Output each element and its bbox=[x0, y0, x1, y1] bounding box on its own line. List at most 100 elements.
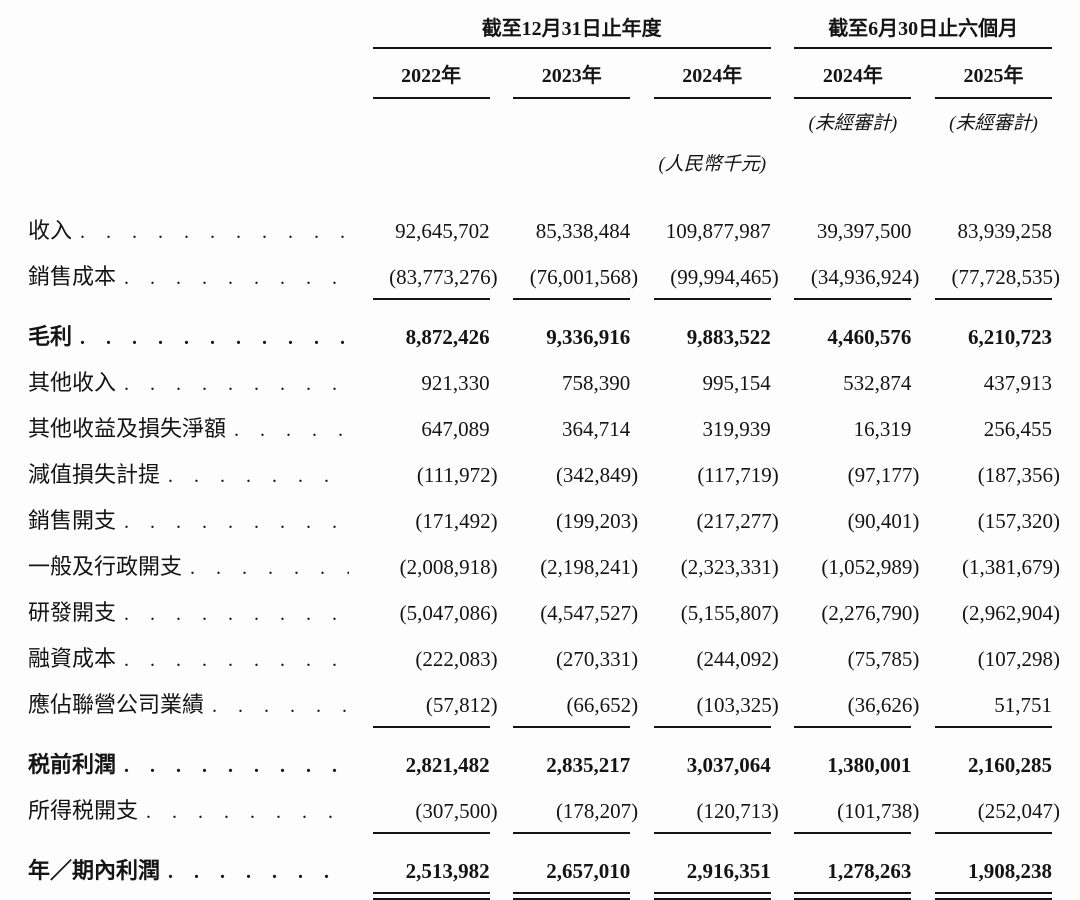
row-label: 銷售開支 bbox=[28, 508, 117, 533]
single-rule bbox=[934, 298, 1052, 300]
value: (171,492) bbox=[415, 509, 498, 533]
value-cell: 9,883,522 bbox=[630, 323, 771, 351]
value: (57,812) bbox=[425, 693, 498, 717]
value-cell: (4,547,527) bbox=[490, 599, 638, 627]
value: 2,160,285 bbox=[967, 753, 1052, 777]
value: (34,936,924) bbox=[810, 265, 920, 289]
value: 92,645,702 bbox=[395, 219, 490, 243]
value-cell: 319,939 bbox=[630, 415, 771, 443]
value-cell: 647,089 bbox=[349, 415, 489, 443]
row-label-cell: 研發開支 . . . . . . . . . . . . . . . . . . … bbox=[28, 599, 349, 628]
double-rule bbox=[513, 892, 631, 900]
row-label: 其他收入 bbox=[28, 370, 117, 395]
value-cell: (222,083) bbox=[349, 645, 497, 673]
value-cell: (2,008,918) bbox=[349, 553, 498, 581]
single-rule bbox=[794, 298, 912, 300]
value-cell: (103,325) bbox=[630, 691, 779, 728]
value-cell: 364,714 bbox=[490, 415, 630, 443]
group-interim-title: 截至6月30日止六個月 bbox=[794, 12, 1052, 49]
value-cell: (2,198,241) bbox=[490, 553, 638, 581]
value: 319,939 bbox=[702, 417, 771, 441]
value: (97,177) bbox=[847, 463, 920, 487]
value-cell: 39,397,500 bbox=[771, 217, 912, 245]
value-cell: 3,037,064 bbox=[630, 751, 771, 779]
value: (5,155,807) bbox=[680, 601, 779, 625]
single-rule bbox=[934, 832, 1052, 834]
single-rule bbox=[513, 726, 631, 728]
value: (244,092) bbox=[696, 647, 779, 671]
value: 995,154 bbox=[702, 371, 771, 395]
dot-leader: . . . . . . . . . . . . . . . . . . . . … bbox=[124, 603, 349, 625]
value: (199,203) bbox=[555, 509, 639, 533]
value: (77,728,535) bbox=[951, 265, 1060, 289]
value: 8,872,426 bbox=[405, 325, 490, 349]
value: 83,939,258 bbox=[957, 219, 1052, 243]
row-label: 一般及行政開支 bbox=[28, 554, 183, 579]
value: (5,047,086) bbox=[399, 601, 498, 625]
value-cell: (107,298) bbox=[911, 645, 1060, 673]
value-cell: (111,972) bbox=[349, 461, 498, 489]
value: 2,835,217 bbox=[546, 753, 631, 777]
year-2023: 2023年 bbox=[513, 59, 631, 99]
dot-leader: . . . . . . . . . . . . . . . . . . . . … bbox=[234, 419, 349, 441]
value-cell: (244,092) bbox=[630, 645, 779, 673]
table-row: 收入 . . . . . . . . . . . . . . . . . . . … bbox=[28, 217, 1052, 246]
value: (75,785) bbox=[847, 647, 920, 671]
value-cell: (307,500) bbox=[349, 797, 498, 834]
row-label: 年／期內利潤 bbox=[28, 858, 161, 883]
unaudited-note: (未經審計) bbox=[949, 113, 1038, 134]
double-rule bbox=[934, 892, 1052, 900]
value: 1,908,238 bbox=[967, 859, 1052, 883]
single-rule bbox=[372, 832, 490, 834]
table-row: 一般及行政開支 . . . . . . . . . . . . . . . . .… bbox=[28, 553, 1060, 582]
row-label-cell: 年／期內利潤 . . . . . . . . . . . . . . . . . … bbox=[28, 857, 349, 886]
value-cell: 995,154 bbox=[630, 369, 771, 397]
value-cell: 921,330 bbox=[349, 369, 489, 397]
value: (342,849) bbox=[555, 463, 639, 487]
table-row: 年／期內利潤 . . . . . . . . . . . . . . . . . … bbox=[28, 857, 1052, 900]
value-cell: (252,047) bbox=[911, 797, 1060, 834]
value-cell: (101,738) bbox=[771, 797, 919, 834]
value-cell: (2,962,904) bbox=[911, 599, 1060, 627]
value: 2,821,482 bbox=[405, 753, 490, 777]
value-cell: 85,338,484 bbox=[490, 217, 631, 245]
value-cell: (57,812) bbox=[349, 691, 498, 728]
value: 9,883,522 bbox=[686, 325, 771, 349]
value: (2,198,241) bbox=[540, 555, 639, 579]
dot-leader: . . . . . . . . . . . . . . . . . . . . … bbox=[124, 267, 349, 289]
value-cell: (270,331) bbox=[490, 645, 638, 673]
value: (307,500) bbox=[415, 799, 498, 823]
value-cell: 109,877,987 bbox=[630, 217, 771, 245]
value: (2,323,331) bbox=[680, 555, 779, 579]
double-rule bbox=[372, 892, 490, 900]
single-rule bbox=[653, 726, 771, 728]
value: (2,008,918) bbox=[399, 555, 498, 579]
value: (1,052,989) bbox=[821, 555, 920, 579]
value-cell: (2,323,331) bbox=[630, 553, 779, 581]
value: 6,210,723 bbox=[967, 325, 1052, 349]
value: (36,626) bbox=[847, 693, 920, 717]
group-annual-title: 截至12月31日止年度 bbox=[372, 12, 771, 49]
value-cell: (187,356) bbox=[911, 461, 1060, 489]
value: (111,972) bbox=[416, 463, 498, 487]
table-row: 銷售開支 . . . . . . . . . . . . . . . . . . … bbox=[28, 507, 1060, 536]
dot-leader: . . . . . . . . . . . . . . . . . . . . … bbox=[80, 221, 349, 243]
table-row: 應佔聯營公司業績 . . . . . . . . . . . . . . . . … bbox=[28, 691, 1052, 728]
row-label-cell: 應佔聯營公司業績 . . . . . . . . . . . . . . . . … bbox=[28, 691, 349, 720]
table-row: 研發開支 . . . . . . . . . . . . . . . . . . … bbox=[28, 599, 1060, 628]
value: (66,652) bbox=[566, 693, 639, 717]
row-label: 研發開支 bbox=[28, 600, 117, 625]
value-cell: (75,785) bbox=[771, 645, 920, 673]
table-row: 銷售成本 . . . . . . . . . . . . . . . . . . … bbox=[28, 263, 1060, 300]
row-label-cell: 毛利 . . . . . . . . . . . . . . . . . . . … bbox=[28, 323, 349, 352]
value: 256,455 bbox=[983, 417, 1052, 441]
value: (76,001,568) bbox=[529, 265, 639, 289]
value: (222,083) bbox=[415, 647, 498, 671]
value-cell: (83,773,276) bbox=[349, 263, 498, 300]
table-row: 其他收入 . . . . . . . . . . . . . . . . . . … bbox=[28, 369, 1052, 398]
row-label: 融資成本 bbox=[28, 646, 117, 671]
year-2024: 2024年 bbox=[653, 59, 771, 99]
value: 16,319 bbox=[853, 417, 912, 441]
value: (2,276,790) bbox=[821, 601, 920, 625]
row-label: 銷售成本 bbox=[28, 264, 117, 289]
